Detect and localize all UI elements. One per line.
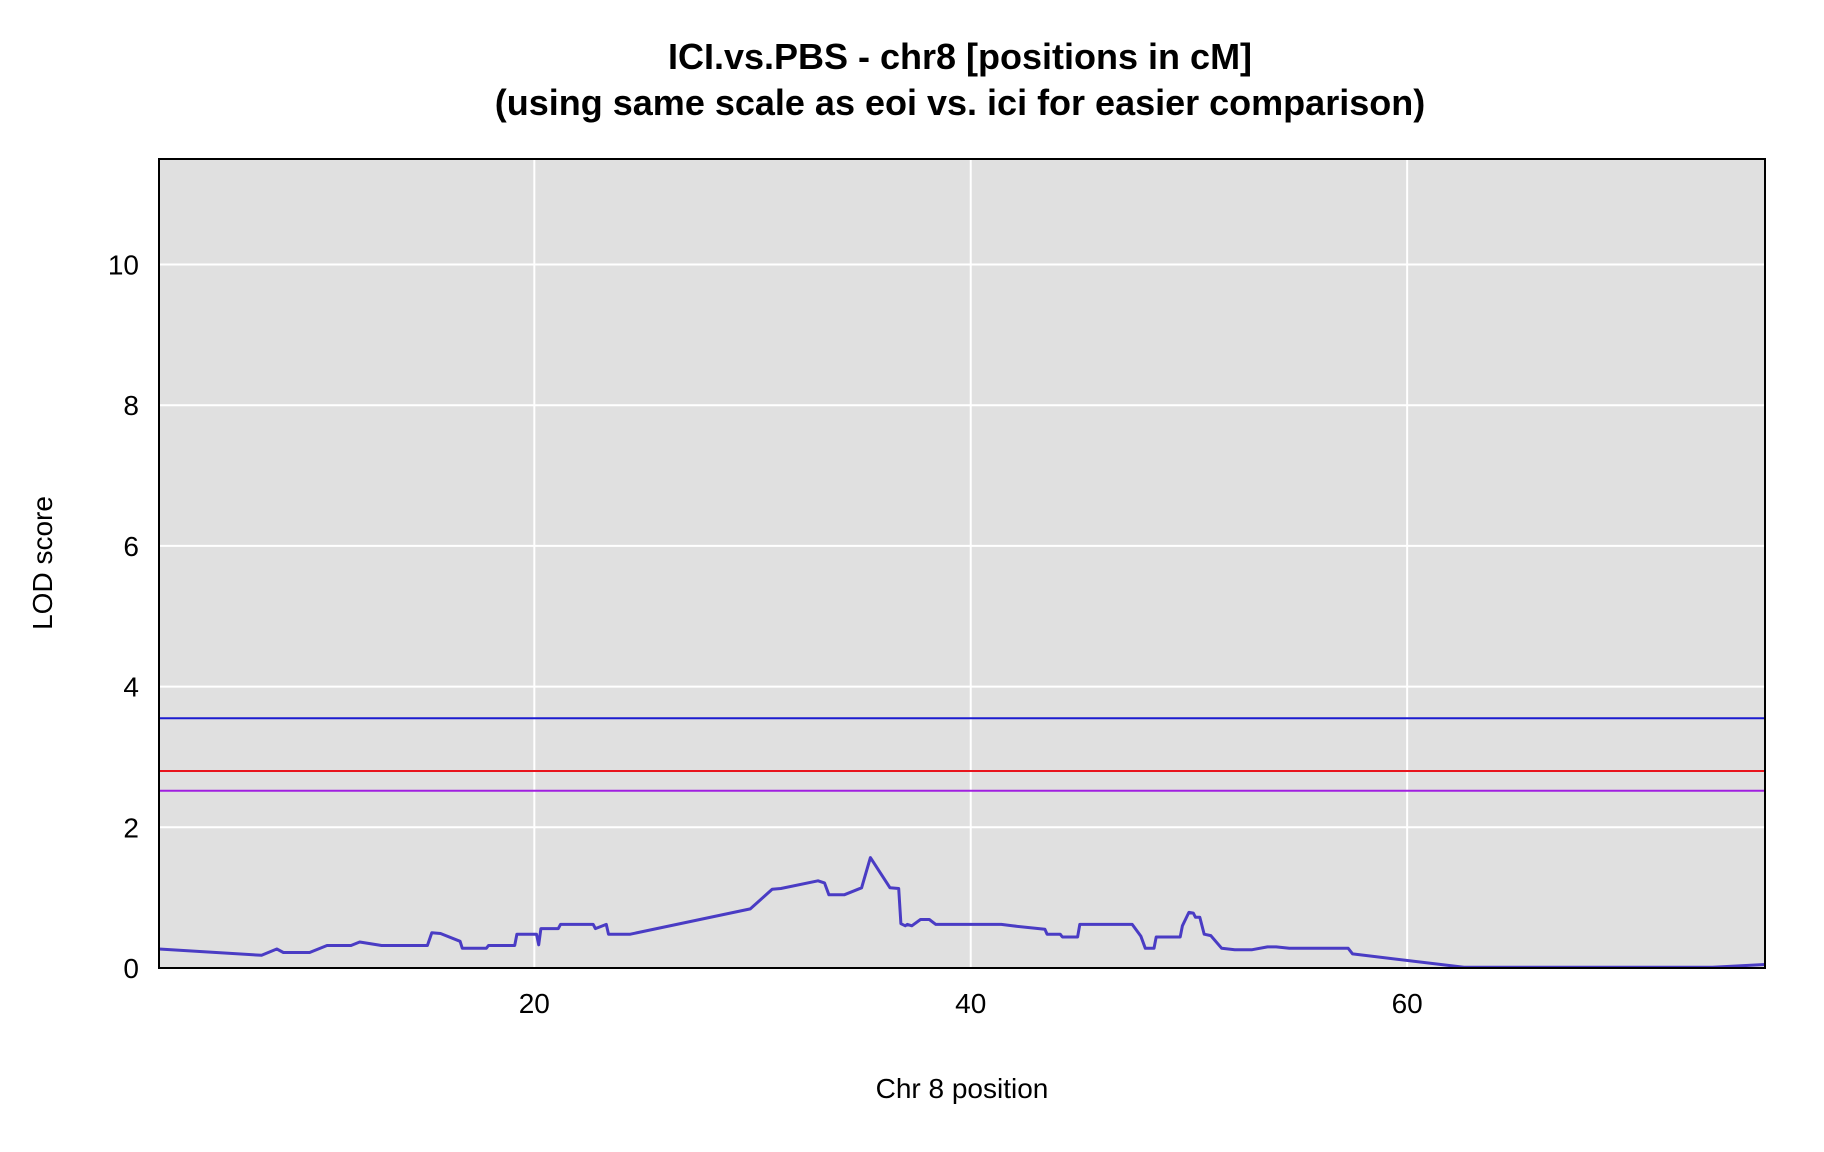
lod-line [158,856,1766,969]
y-axis-label: LOD score [27,496,58,630]
x-tick-label: 20 [519,988,550,1019]
lod-series [158,856,1766,969]
y-tick-label: 0 [123,953,139,984]
y-tick-label: 6 [123,531,139,562]
plot-frame [158,158,1766,969]
threshold-lines [159,717,1765,792]
x-tick-label: 60 [1392,988,1423,1019]
y-tick-label: 8 [123,390,139,421]
chart-title: ICI.vs.PBS - chr8 [positions in cM] [668,36,1252,77]
x-axis-label: Chr 8 position [876,1073,1049,1104]
y-tick-label: 10 [108,250,139,281]
x-axis-ticks: 20 40 60 [519,988,1423,1019]
x-tick-label: 40 [955,988,986,1019]
plot-area [159,159,1765,968]
y-tick-label: 2 [123,812,139,843]
y-axis-ticks: 0 2 4 6 8 10 [108,250,139,984]
chart-subtitle: (using same scale as eoi vs. ici for eas… [495,82,1425,123]
y-tick-label: 4 [123,672,139,703]
